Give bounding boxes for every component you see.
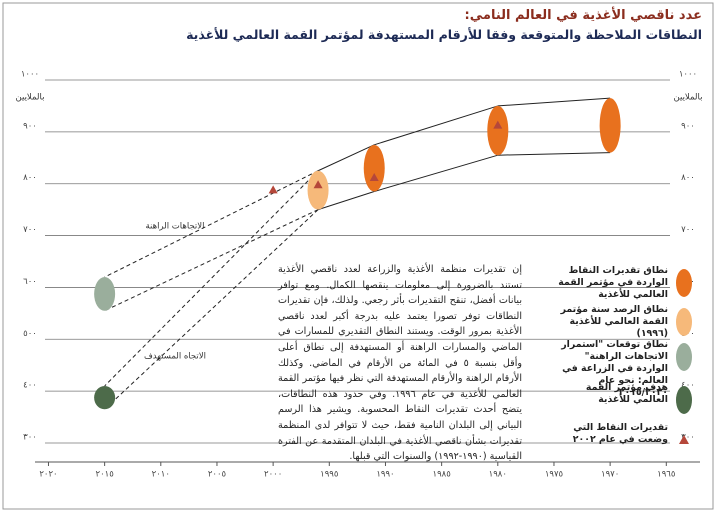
x-tick-label: ٢٠٢٠	[39, 470, 57, 480]
range-connector	[317, 191, 375, 211]
legend-swatch	[676, 308, 692, 336]
point-marker	[369, 172, 379, 181]
range-ellipse	[599, 98, 621, 153]
point-marker	[493, 120, 503, 129]
y-tick-label: ٦٠٠	[23, 277, 37, 287]
range-connector	[497, 97, 611, 107]
y-tick-label: ٩٠٠	[23, 121, 37, 131]
range-connector	[317, 144, 375, 172]
legend-swatch	[679, 435, 689, 444]
x-tick-label: ١٩٧٥	[545, 470, 563, 480]
y-tick-label: ١٠٠٠	[679, 70, 697, 80]
trend-label: الاتجاه المستهدف	[144, 352, 206, 362]
chart-title: عدد ناقصي الأغذية في العالم النامي:	[464, 8, 702, 23]
x-tick-label: ٢٠٠٥	[208, 470, 226, 480]
legend-entry: نطاق توقعات "استمرار الاتجاهات الراهنة" …	[561, 339, 668, 398]
range-ellipse	[363, 144, 385, 192]
x-tick-label: ١٩٩٥	[320, 470, 338, 480]
y-tick-label: ٩٠٠	[681, 121, 695, 131]
y-unit-right: بالملايين	[674, 93, 703, 103]
x-tick-label: ١٩٦٥	[657, 470, 675, 480]
x-tick-label: ٢٠١٥	[96, 470, 114, 480]
x-tick-label: ٢٠١٠	[152, 470, 170, 480]
x-tick-label: ١٩٨٠	[489, 470, 507, 480]
y-tick-label: ٧٠٠	[23, 225, 37, 235]
legend-swatch	[676, 343, 692, 371]
range-connector	[374, 105, 498, 146]
y-tick-label: ٣٠٠	[23, 433, 37, 443]
note: إن تقديرات منظمة الأغذية والزراعة لعدد ن…	[278, 264, 522, 463]
legend-entry: هدف مؤتمر القمة العالمي للأغذية	[585, 382, 668, 405]
y-tick-label: ٧٠٠	[681, 225, 695, 235]
y-tick-label: ٤٠٠	[681, 381, 695, 391]
x-tick-label: ١٩٧٠	[601, 470, 619, 480]
y-tick-label: ٥٠٠	[23, 329, 37, 339]
range-connector	[374, 154, 498, 192]
y-unit-left: بالملايين	[16, 93, 45, 103]
range-ellipse	[94, 277, 116, 311]
point-marker	[313, 180, 323, 189]
y-tick-label: ١٠٠٠	[21, 70, 39, 80]
x-tick-label: ١٩٨٥	[433, 470, 451, 480]
legend-entry: نطاق تقديرات النقاط الواردة في مؤتمر الق…	[558, 265, 668, 300]
range-connector	[104, 170, 319, 278]
range-connector	[104, 209, 319, 312]
range-connector	[497, 152, 611, 156]
y-tick-label: ٨٠٠	[23, 173, 37, 183]
legend-entry: تقديرات النقاط التي وضعت في عام ٢٠٠٢	[572, 422, 668, 445]
point-marker	[268, 185, 278, 194]
legend-swatch	[676, 386, 692, 414]
y-tick-label: ٣٠٠	[681, 433, 695, 443]
x-tick-label: ٢٠٠٠	[264, 470, 282, 480]
y-tick-label: ٨٠٠	[681, 173, 695, 183]
range-ellipse	[307, 170, 329, 210]
range-ellipse	[94, 385, 116, 410]
x-tick-label: ١٩٩٠	[376, 470, 394, 480]
trend-label: الاتجاهات الراهنة	[145, 222, 204, 232]
range-ellipse	[487, 105, 509, 156]
y-tick-label: ٤٠٠	[23, 381, 37, 391]
chart-subtitle: النطاقات الملاحظة والمتوقعة وفقا للأرقام…	[186, 27, 702, 42]
range-connector	[104, 170, 319, 387]
legend-swatch	[676, 269, 692, 297]
legend-entry: نطاق الرصد سنة مؤتمر القمة العالمي للأغذ…	[560, 304, 668, 339]
